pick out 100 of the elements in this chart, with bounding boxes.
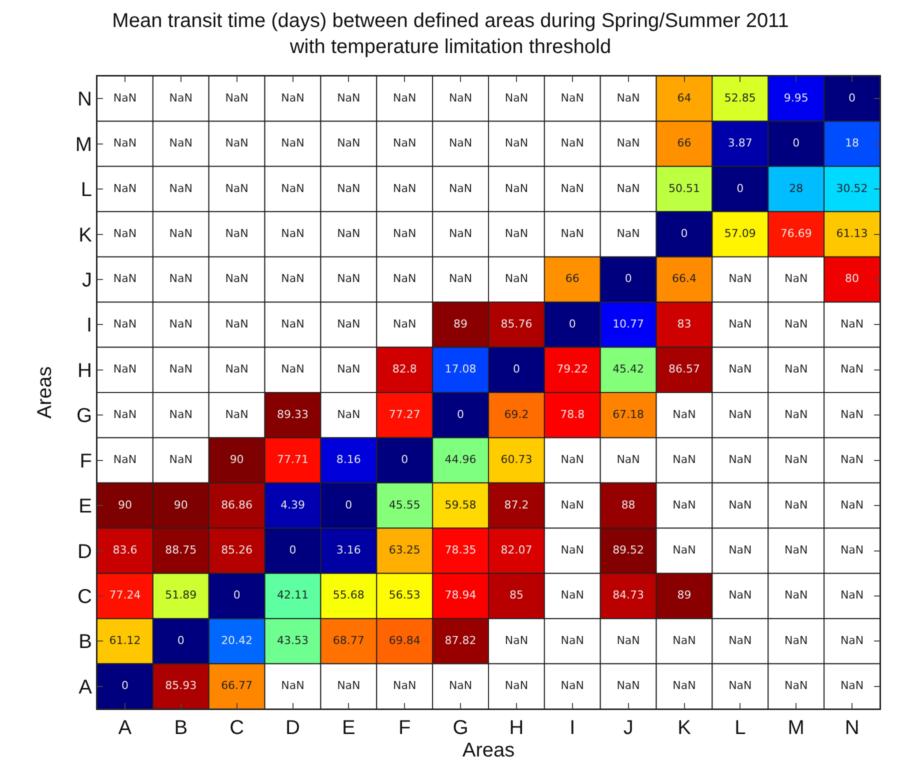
y-tick-label: F [80,450,92,472]
text: NaN [281,91,304,104]
text: NaN [448,182,472,195]
data-label: 42.11 [277,588,308,602]
text: NaN [784,544,808,556]
data-label: 89 [677,588,692,602]
text: NaN [728,679,752,692]
y-tick-label: H [78,360,92,382]
y-axis-title: Areas [34,366,56,419]
text: NaN [113,272,137,286]
text: NaN [728,317,752,330]
x-tick-label: N [844,717,860,739]
data-label: 76.69 [780,227,812,240]
data-label: 77.27 [388,408,420,421]
text: NaN [560,634,584,647]
text: NaN [113,362,137,376]
data-label: 45.42 [612,362,644,376]
data-label: 43.53 [277,634,308,647]
text: NaN [448,91,472,104]
x-tick-label: C [230,717,244,739]
x-tick-label: H [509,717,524,739]
data-label: 55.68 [332,588,364,602]
text: NaN [113,453,137,466]
data-label: 4.39 [280,498,305,512]
text: NaN [728,408,752,421]
data-label: 0 [512,362,520,376]
text: NaN [225,136,248,150]
text: NaN [672,544,696,556]
text: NaN [504,227,528,240]
text: NaN [728,588,752,602]
data-label: 89 [454,317,468,330]
text: NaN [560,136,584,150]
text: NaN [448,272,472,286]
data-label: 66 [677,136,692,150]
text: NaN [169,136,192,150]
data-label: 44.96 [444,453,476,466]
text: NaN [728,362,752,376]
data-label: 77.24 [109,588,141,602]
data-label: 90 [230,453,244,466]
text: NaN [393,317,416,330]
y-tick-label: C [78,586,92,608]
data-label: 9.95 [784,91,808,104]
text: NaN [113,182,137,195]
x-tick-label: D [286,717,300,739]
data-label: 80 [845,272,860,286]
text: NaN [616,634,640,647]
text: NaN [616,182,640,195]
data-label: 87.82 [444,634,476,647]
text: NaN [560,588,584,602]
text: NaN [169,91,192,104]
text: NaN [840,544,864,556]
data-label: 85.26 [221,544,253,556]
text: NaN [169,182,192,195]
text: NaN [560,227,584,240]
text: NaN [225,91,248,104]
data-label: 50.51 [668,182,700,195]
text: NaN [337,362,360,376]
x-axis-title: Areas [462,740,515,762]
data-label: 0 [289,544,296,556]
text: NaN [281,182,304,195]
data-label: 79.22 [556,362,588,376]
text: NaN [225,362,248,376]
text: NaN [784,588,808,602]
data-label: 89.52 [612,544,644,556]
x-tick-label: M [788,717,804,739]
text: NaN [393,182,416,195]
text: NaN [840,408,864,421]
y-tick-label: B [78,631,92,654]
data-label: 78.35 [444,544,476,556]
x-tick-label: I [570,717,576,739]
data-label: 20.42 [221,634,253,647]
text: NaN [113,317,137,330]
data-label: 45.55 [388,498,420,512]
text: NaN [784,679,808,692]
text: NaN [337,182,360,195]
text: NaN [337,408,360,421]
text: NaN [504,679,528,692]
text: NaN [560,498,584,512]
data-label: 90 [174,498,188,512]
text: NaN [169,272,192,286]
data-label: 18 [845,136,860,150]
text: NaN [504,272,528,286]
text: NaN [393,227,416,240]
data-label: 0 [736,182,744,195]
text: NaN [169,408,192,421]
text: NaN [840,453,864,466]
text: NaN [281,317,304,330]
data-label: 52.85 [724,91,756,104]
data-label: 84.73 [612,588,644,602]
x-tick-label: A [118,717,132,739]
data-label: 83 [677,317,692,330]
y-tick-label: G [76,405,92,428]
text: NaN [728,272,752,286]
text: NaN [169,317,192,330]
text: NaN [672,634,696,647]
text: NaN [113,227,137,240]
text: NaN [225,317,248,330]
data-label: 61.12 [109,634,141,647]
text: NaN [504,136,528,150]
text: NaN [113,408,137,421]
